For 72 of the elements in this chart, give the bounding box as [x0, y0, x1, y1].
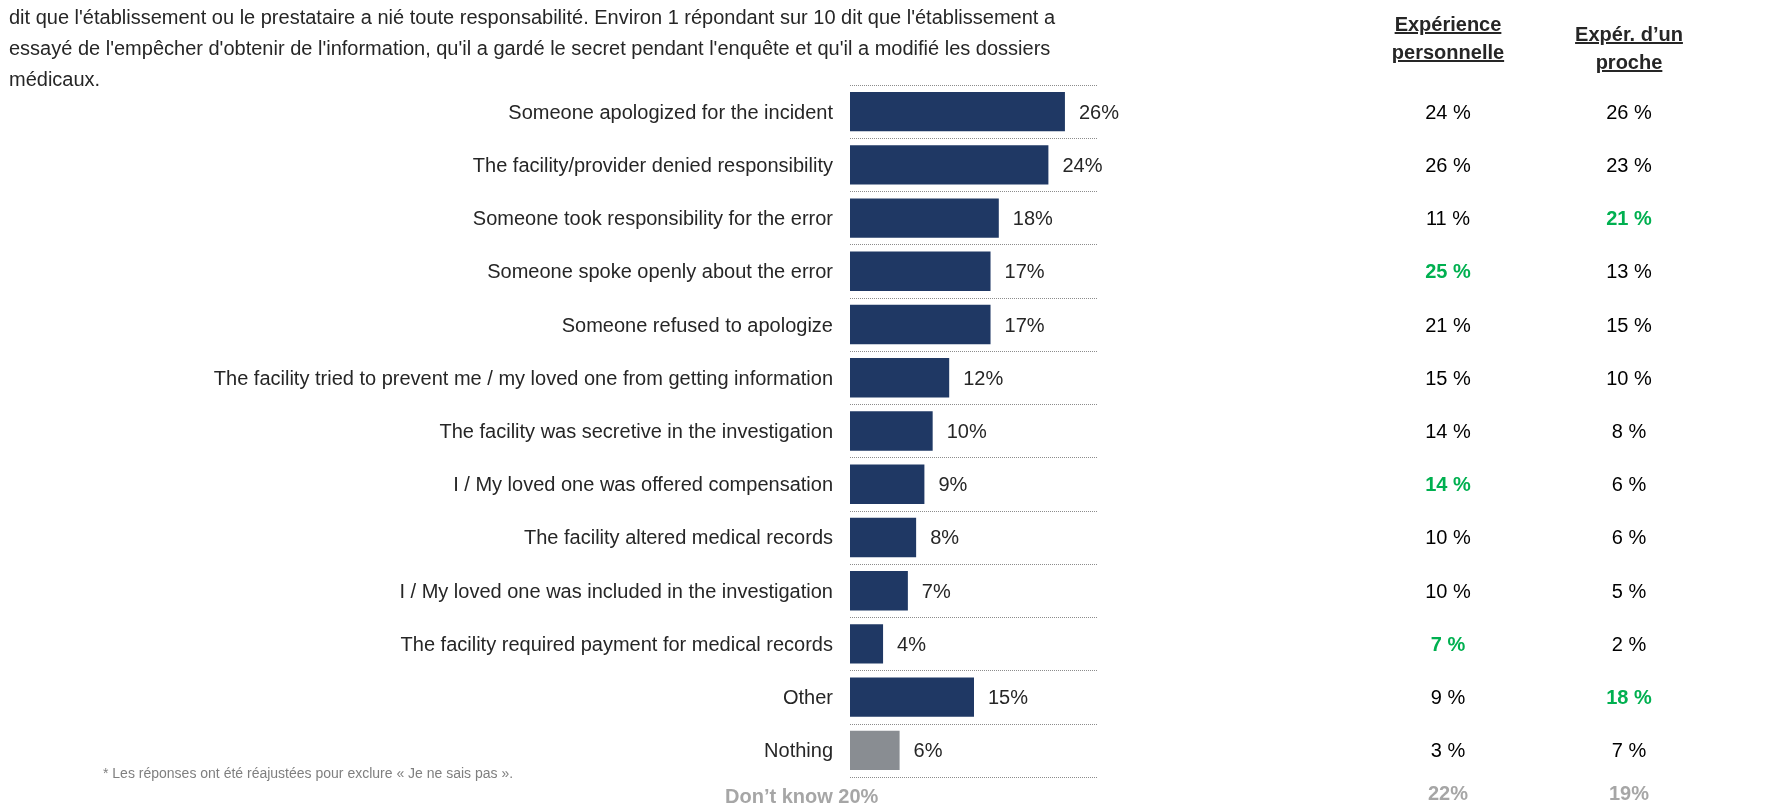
- y-tick-label: The facility required payment for medical records: [400, 632, 833, 655]
- y-tick-label: Other: [782, 686, 834, 709]
- text: 18 %: [1606, 686, 1652, 709]
- data-label: 17%: [1004, 260, 1045, 283]
- text: 26 %: [1425, 153, 1471, 176]
- data-label: 7%: [921, 579, 951, 602]
- text: 23 %: [1606, 153, 1652, 176]
- category-label: Expérience personnelle: [1390, 12, 1506, 65]
- bar: [850, 571, 908, 611]
- text: 9 %: [1430, 686, 1466, 709]
- text: Don’t know 20%: [725, 785, 879, 806]
- y-tick-label: The facility altered medical records: [523, 526, 833, 549]
- text: 14 %: [1425, 420, 1471, 442]
- data-label: 10%: [946, 420, 987, 442]
- bar: [850, 358, 950, 398]
- text: 19%: [1608, 782, 1650, 804]
- text: 14 %: [1425, 473, 1471, 496]
- text: 7 %: [1611, 739, 1647, 762]
- bar: [850, 304, 991, 345]
- bar: [850, 145, 1049, 185]
- text: 7 %: [1430, 632, 1466, 655]
- text: 22%: [1427, 782, 1469, 804]
- y-tick-label: Someone apologized for the incident: [508, 100, 834, 123]
- text: 6 %: [1611, 473, 1647, 496]
- text: * Les réponses ont été réajustées pour exclure « Je ne sais pas ».: [103, 765, 514, 781]
- y-tick-label: Someone refused to apologize: [561, 313, 833, 336]
- text: 3 %: [1430, 739, 1466, 762]
- bar: [850, 411, 933, 451]
- text: 10 %: [1606, 366, 1652, 389]
- data-label: 8%: [930, 526, 960, 549]
- text: 10 %: [1425, 579, 1471, 602]
- text: 15 %: [1606, 313, 1652, 336]
- bar: [850, 517, 917, 558]
- data-label: 6%: [913, 739, 943, 762]
- y-tick-label: I / My loved one was offered compensation: [453, 473, 833, 496]
- text: 15 %: [1425, 366, 1471, 389]
- bar: [850, 251, 991, 291]
- category-label: Expér. d’un proche: [1574, 22, 1684, 75]
- bar: [850, 677, 974, 717]
- bar: [850, 624, 884, 664]
- text: 13 %: [1606, 260, 1652, 283]
- data-label: 24%: [1062, 153, 1103, 176]
- bar: [850, 730, 900, 771]
- y-tick-label: The facility/provider denied responsibility: [472, 153, 833, 176]
- y-tick-label: Someone spoke openly about the error: [487, 260, 834, 283]
- data-label: 17%: [1004, 313, 1045, 336]
- text: 11 %: [1425, 207, 1471, 230]
- text: 6 %: [1611, 526, 1647, 549]
- y-tick-label: The facility tried to prevent me / my loved one from getting information: [213, 366, 833, 389]
- text: 26 %: [1606, 100, 1652, 123]
- y-tick-label: The facility was secretive in the investigation: [439, 420, 833, 442]
- text: 24 %: [1425, 100, 1471, 123]
- text: 10 %: [1425, 526, 1471, 549]
- y-tick-label: I / My loved one was included in the investigation: [399, 579, 833, 602]
- data-label: 12%: [963, 366, 1004, 389]
- text: 2 %: [1611, 632, 1647, 655]
- data-label: 26%: [1078, 100, 1120, 123]
- text: dit que l'établissement ou le prestataire a nié toute responsabilité. Environ 1 répondant sur 10 dit que l'établissement a essayé de l'empêcher d'obtenir de l'information, qu'il a gardé le secret pendant l'enquête et qu'il a modifié les dossiers médicaux.: [9, 5, 1061, 90]
- data-label: 18%: [1012, 207, 1054, 230]
- bar: [850, 91, 1065, 132]
- text: 25 %: [1425, 260, 1471, 283]
- bar: [850, 198, 999, 238]
- data-label: 9%: [938, 473, 968, 496]
- data-label: 4%: [897, 632, 927, 655]
- text: 8 %: [1611, 420, 1647, 442]
- y-tick-label: Someone took responsibility for the error: [472, 207, 834, 230]
- data-label: 15%: [988, 686, 1029, 709]
- bar: [850, 464, 925, 504]
- text: 5 %: [1611, 579, 1647, 602]
- y-tick-label: Nothing: [764, 739, 833, 762]
- text: 21 %: [1606, 207, 1652, 230]
- text: 21 %: [1425, 313, 1471, 336]
